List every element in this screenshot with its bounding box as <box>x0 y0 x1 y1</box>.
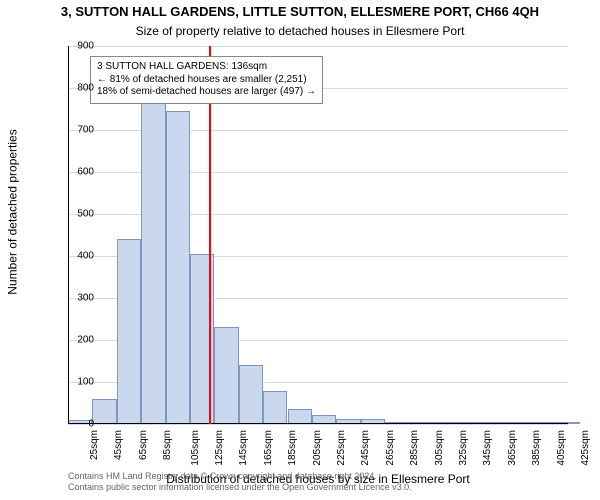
histogram-bar <box>166 111 190 424</box>
histogram-bar <box>239 365 263 424</box>
y-axis-label: Number of detached properties <box>4 0 22 424</box>
annotation-line: 3 SUTTON HALL GARDENS: 136sqm <box>97 61 316 74</box>
x-tick-label: 185sqm <box>287 430 298 466</box>
x-tick-label: 285sqm <box>409 430 420 466</box>
annotation-line: 18% of semi-detached houses are larger (… <box>97 86 316 99</box>
annotation-line: ← 81% of detached houses are smaller (2,… <box>97 74 316 87</box>
y-tick-label: 800 <box>44 83 94 94</box>
histogram-bar <box>141 92 165 424</box>
x-tick-label: 365sqm <box>507 430 518 466</box>
y-tick-label: 700 <box>44 125 94 136</box>
x-tick-label: 65sqm <box>138 430 149 460</box>
x-tick-label: 25sqm <box>89 430 100 460</box>
y-tick-label: 900 <box>44 41 94 52</box>
x-tick-label: 45sqm <box>113 430 124 460</box>
x-tick-label: 125sqm <box>214 430 225 466</box>
chart-subtitle: Size of property relative to detached ho… <box>0 24 600 38</box>
histogram-bar <box>117 239 141 424</box>
x-tick-label: 105sqm <box>189 430 200 466</box>
page-title: 3, SUTTON HALL GARDENS, LITTLE SUTTON, E… <box>0 4 600 19</box>
annotation-box: 3 SUTTON HALL GARDENS: 136sqm← 81% of de… <box>90 56 323 104</box>
x-axis <box>68 423 568 424</box>
y-tick-label: 100 <box>44 377 94 388</box>
x-tick-label: 85sqm <box>162 430 173 460</box>
x-tick-label: 425sqm <box>580 430 591 466</box>
x-tick-label: 245sqm <box>360 430 371 466</box>
y-tick-label: 200 <box>44 335 94 346</box>
histogram-bar <box>288 409 312 424</box>
x-tick-label: 345sqm <box>482 430 493 466</box>
y-axis <box>68 46 69 424</box>
x-tick-label: 405sqm <box>555 430 566 466</box>
x-tick-label: 385sqm <box>531 430 542 466</box>
x-tick-label: 305sqm <box>433 430 444 466</box>
y-tick-label: 400 <box>44 251 94 262</box>
y-tick-label: 300 <box>44 293 94 304</box>
histogram-bar <box>214 327 238 424</box>
y-tick-label: 600 <box>44 167 94 178</box>
gridline <box>68 424 568 425</box>
gridline <box>68 46 568 47</box>
y-tick-label: 500 <box>44 209 94 220</box>
attribution-line: Contains public sector information licen… <box>68 482 412 494</box>
x-tick-label: 165sqm <box>263 430 274 466</box>
histogram-bar <box>263 391 287 424</box>
x-tick-label: 225sqm <box>336 430 347 466</box>
x-tick-label: 145sqm <box>238 430 249 466</box>
attribution-line: Contains HM Land Registry data © Crown c… <box>68 471 412 483</box>
x-tick-label: 205sqm <box>311 430 322 466</box>
histogram-bar <box>92 399 116 424</box>
y-tick-label: 0 <box>44 419 94 430</box>
x-tick-label: 265sqm <box>385 430 396 466</box>
attribution: Contains HM Land Registry data © Crown c… <box>68 471 412 494</box>
x-tick-label: 325sqm <box>458 430 469 466</box>
